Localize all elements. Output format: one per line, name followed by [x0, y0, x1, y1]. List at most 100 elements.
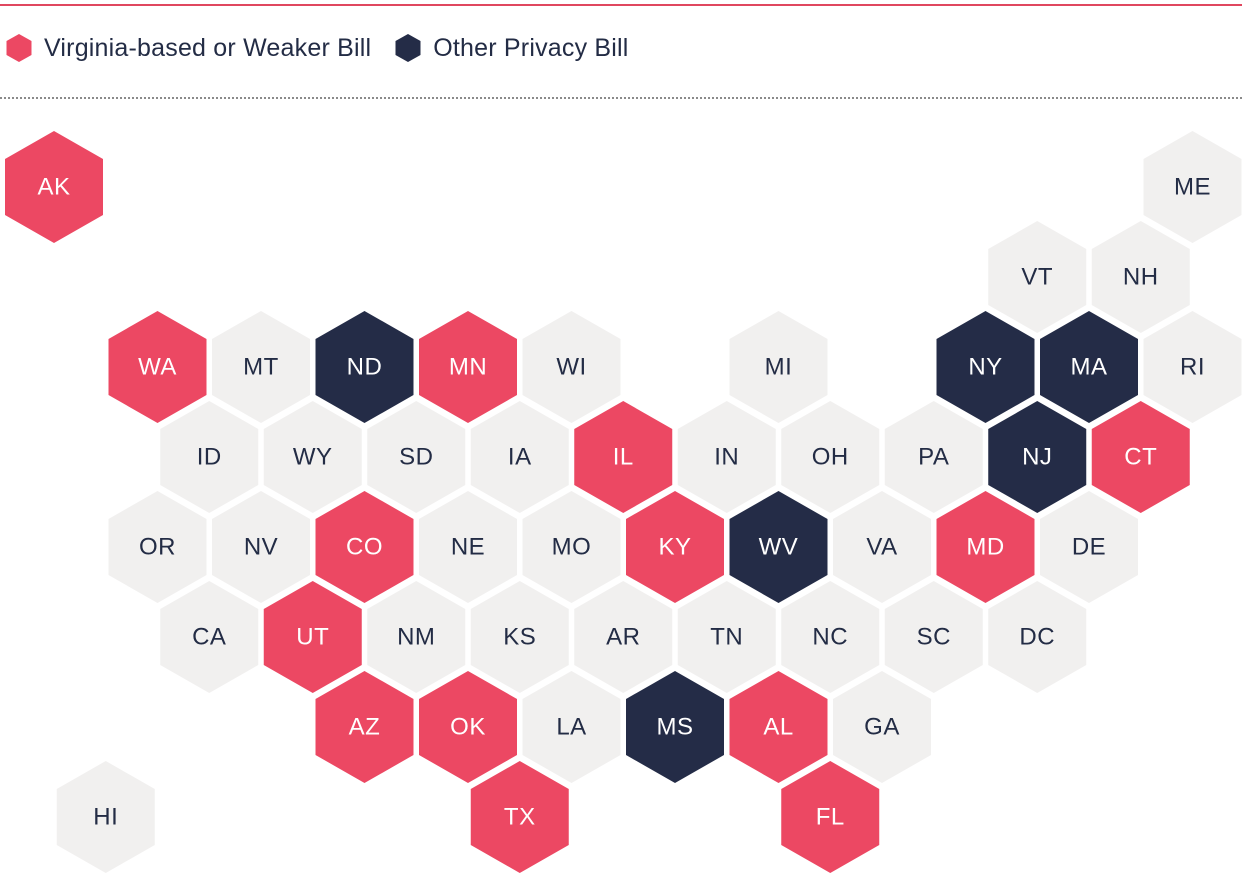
- state-hex-shape: [1091, 401, 1190, 513]
- state-label: TN: [710, 623, 743, 650]
- state-label: WY: [293, 443, 333, 470]
- hexagon-icon-other: [395, 34, 421, 62]
- state-label: NM: [397, 623, 435, 650]
- state-hex-shape: [1143, 311, 1242, 423]
- state-hex-shape: [419, 671, 517, 783]
- state-label: OR: [139, 533, 176, 560]
- state-hex-tx: TX: [470, 761, 569, 873]
- state-hex-ma: MA: [1040, 311, 1138, 423]
- state-label: GA: [864, 713, 900, 740]
- state-label: MA: [1071, 353, 1108, 380]
- state-label: OK: [450, 713, 486, 740]
- state-label: VT: [1021, 263, 1053, 290]
- state-hex-shape: [419, 311, 517, 423]
- state-label: MS: [657, 713, 694, 740]
- state-hex-oh: OH: [781, 401, 880, 513]
- state-hex-shape: [936, 311, 1035, 423]
- state-hex-shape: [160, 401, 259, 513]
- state-label: NH: [1123, 263, 1159, 290]
- state-hex-ri: RI: [1143, 311, 1242, 423]
- state-hex-shape: [1040, 491, 1138, 603]
- state-hex-shape: [936, 491, 1035, 603]
- state-hex-shape: [626, 671, 724, 783]
- state-hex-shape: [574, 581, 673, 693]
- legend-item-other: Other Privacy Bill: [393, 33, 628, 63]
- state-hex-wi: WI: [522, 311, 621, 423]
- state-label: SC: [917, 623, 951, 650]
- state-hex-shape: [781, 401, 880, 513]
- state-hex-la: LA: [522, 671, 621, 783]
- state-hex-shape: [988, 221, 1087, 333]
- state-hex-shape: [212, 491, 310, 603]
- state-label: IA: [508, 443, 532, 470]
- state-hex-ne: NE: [419, 491, 517, 603]
- state-hex-shape: [160, 581, 259, 693]
- state-label: ND: [347, 353, 383, 380]
- state-label: MN: [449, 353, 487, 380]
- state-hex-shape: [988, 401, 1087, 513]
- state-label: CA: [192, 623, 226, 650]
- state-label: MI: [765, 353, 793, 380]
- state-hex-ak: AK: [5, 131, 103, 243]
- state-label: WI: [556, 353, 586, 380]
- state-hex-shape: [108, 491, 207, 603]
- state-hex-az: AZ: [315, 671, 414, 783]
- state-hex-wy: WY: [263, 401, 362, 513]
- state-hex-or: OR: [108, 491, 207, 603]
- state-hex-ok: OK: [419, 671, 517, 783]
- state-hex-mt: MT: [212, 311, 310, 423]
- state-label: NJ: [1022, 443, 1052, 470]
- state-hex-id: ID: [160, 401, 259, 513]
- state-hex-shape: [263, 581, 362, 693]
- state-hex-shape: [677, 401, 776, 513]
- state-label: OH: [812, 443, 849, 470]
- state-hex-ct: CT: [1091, 401, 1190, 513]
- state-hex-sd: SD: [367, 401, 466, 513]
- state-hex-shape: [315, 491, 414, 603]
- state-label: VA: [866, 533, 897, 560]
- legend-item-virginia: Virginia-based or Weaker Bill: [4, 33, 371, 63]
- state-hex-vt: VT: [988, 221, 1087, 333]
- state-label: LA: [556, 713, 586, 740]
- state-hex-shape: [470, 401, 569, 513]
- state-hex-nc: NC: [781, 581, 880, 693]
- state-hex-pa: PA: [884, 401, 983, 513]
- state-hex-shape: [574, 401, 673, 513]
- state-label: AL: [763, 713, 793, 740]
- state-label: MT: [243, 353, 279, 380]
- state-hex-va: VA: [833, 491, 931, 603]
- state-hex-ks: KS: [470, 581, 569, 693]
- state-hex-shape: [884, 401, 983, 513]
- legend-label-other: Other Privacy Bill: [433, 33, 629, 62]
- state-hex-shape: [833, 671, 931, 783]
- state-hex-mn: MN: [419, 311, 517, 423]
- state-hex-ny: NY: [936, 311, 1035, 423]
- state-hex-shape: [315, 311, 414, 423]
- state-label: AR: [606, 623, 640, 650]
- state-hex-in: IN: [677, 401, 776, 513]
- state-label: SD: [399, 443, 433, 470]
- state-label: NY: [968, 353, 1002, 380]
- state-hex-shape: [522, 311, 621, 423]
- state-label: KS: [503, 623, 536, 650]
- state-hex-shape: [626, 491, 724, 603]
- state-label: PA: [918, 443, 949, 470]
- state-hex-shape: [419, 491, 517, 603]
- state-hex-tn: TN: [677, 581, 776, 693]
- top-accent-rule: [0, 4, 1242, 6]
- state-hex-shape: [470, 761, 569, 873]
- state-label: FL: [816, 803, 845, 830]
- state-label: IN: [714, 443, 739, 470]
- state-hex-shape: [729, 491, 828, 603]
- state-hex-il: IL: [574, 401, 673, 513]
- state-label: RI: [1180, 353, 1205, 380]
- state-hex-md: MD: [936, 491, 1035, 603]
- state-label: DE: [1072, 533, 1106, 560]
- dotted-divider: [0, 97, 1242, 99]
- state-hex-fl: FL: [781, 761, 880, 873]
- state-hex-ut: UT: [263, 581, 362, 693]
- state-label: CT: [1124, 443, 1157, 470]
- state-hex-shape: [833, 491, 931, 603]
- state-hex-shape: [677, 581, 776, 693]
- state-hex-wa: WA: [108, 311, 207, 423]
